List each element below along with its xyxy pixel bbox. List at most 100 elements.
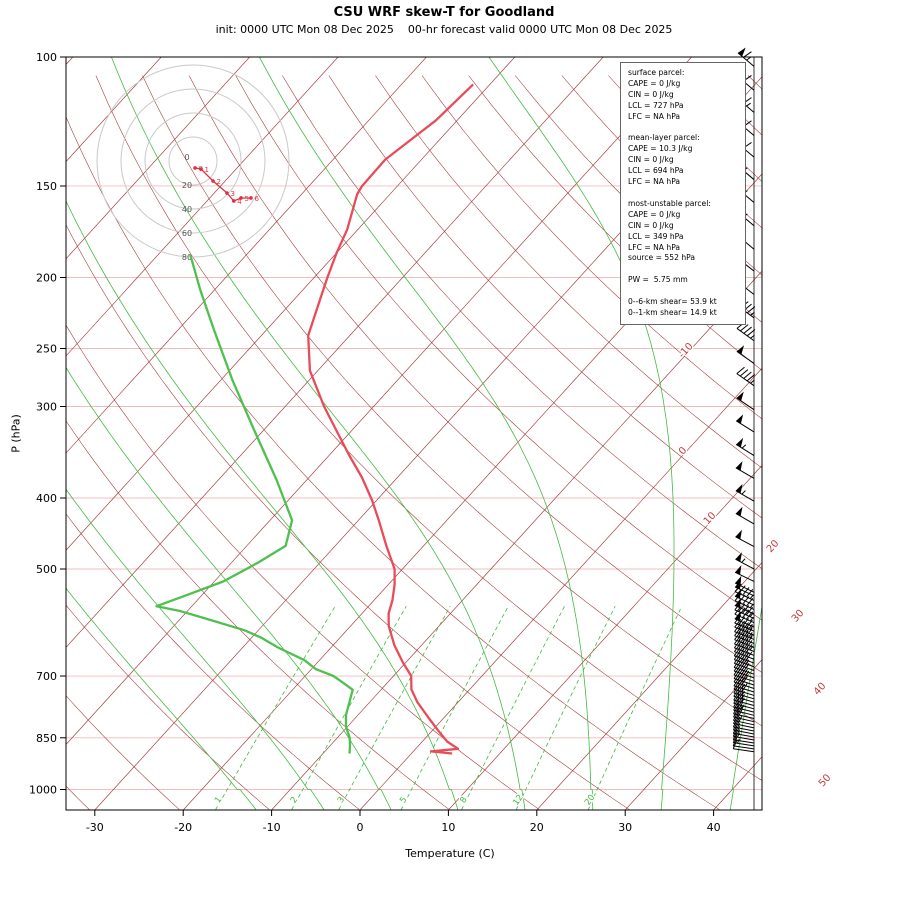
hodograph-trace	[194, 167, 251, 202]
parcel-info-box: surface parcel: CAPE = 0 J/kg CIN = 0 J/kg…	[620, 62, 746, 325]
hodograph-km-label: 6	[254, 195, 259, 203]
chart-title: CSU WRF skew-T for Goodland	[333, 5, 555, 20]
info-line: LFC = NA hPa	[628, 111, 681, 121]
temperature-curve	[307, 83, 474, 755]
pressure-tick-label: 250	[36, 342, 57, 355]
isotherm-label: 20	[765, 538, 782, 555]
wind-barb	[735, 513, 755, 525]
hodograph-ring-label: 60	[182, 229, 192, 238]
info-line	[628, 188, 738, 199]
info-line	[628, 123, 738, 134]
pressure-tick-label: 400	[36, 492, 57, 505]
hodograph-km-label: 2	[217, 178, 221, 186]
hodograph-km-label: 3	[230, 190, 234, 198]
temperature-tick-label: 10	[441, 821, 455, 834]
dewpoint-curve	[155, 254, 354, 754]
info-line	[628, 286, 738, 297]
info-line: surface parcel:	[628, 68, 685, 77]
mixing-ratio-labels: 1 2 3 5 8 12 20	[212, 792, 599, 809]
pressure-tick-label: 200	[36, 272, 57, 285]
temperature-tick-label: 40	[707, 821, 721, 834]
temperature-tick-label: 30	[618, 821, 632, 834]
info-line: CIN = 0 J/kg	[628, 155, 674, 165]
pressure-tick-label: 100	[36, 51, 57, 64]
moist-adiabats	[66, 57, 762, 810]
hodograph-origin-label: 0	[184, 153, 189, 162]
wind-barb	[734, 605, 755, 615]
profiles	[155, 83, 474, 755]
y-axis-title: P (hPa)	[9, 414, 23, 453]
plot-border	[65, 56, 763, 811]
info-line: CIN = 0 J/kg	[628, 89, 674, 99]
wind-barb	[735, 558, 755, 570]
wind-barb	[733, 719, 755, 726]
info-line: CIN = 0 J/kg	[628, 220, 674, 230]
wind-barb	[733, 745, 755, 750]
info-line: LCL = 694 hPa	[628, 166, 684, 176]
wind-barb	[736, 397, 755, 411]
x-axis-title: Temperature (C)	[405, 847, 495, 860]
wind-barb	[736, 328, 755, 342]
hodograph-km-label: 5	[245, 195, 249, 203]
temperature-tick-label: -10	[263, 821, 281, 834]
wind-barb	[735, 490, 755, 502]
wind-barb-column	[732, 47, 756, 810]
pressure-tick-label: 150	[36, 180, 57, 193]
info-line: LFC = NA hPa	[628, 177, 681, 187]
info-line: CAPE = 0 J/kg	[628, 78, 681, 88]
isotherm-label: 40	[812, 681, 829, 698]
isotherm-label: 30	[790, 608, 807, 625]
temperature-tick-label: 20	[530, 821, 544, 834]
wind-barb	[736, 350, 755, 364]
info-line: CAPE = 10.3 J/kg	[628, 144, 693, 154]
mixing-ratio-lines	[215, 605, 683, 810]
wind-barb	[733, 748, 755, 753]
info-line: LCL = 349 hPa	[628, 231, 684, 241]
pressure-tick-label: 500	[36, 563, 57, 576]
temperature-tick-label: -30	[86, 821, 104, 834]
wind-barb	[733, 723, 755, 729]
wind-barb	[735, 536, 755, 548]
isotherm-label: 0	[677, 445, 689, 457]
chart-subtitle: init: 0000 UTC Mon 08 Dec 2025 00-hr for…	[215, 23, 673, 36]
info-line: CAPE = 0 J/kg	[628, 209, 681, 219]
wind-barb	[733, 742, 755, 747]
info-line: PW = 5.75 mm	[628, 275, 688, 285]
mixing-ratio-label: 20	[583, 793, 597, 808]
isotherm-labels: -10 0 10 20 30 40 50	[675, 339, 835, 790]
wind-barb	[734, 609, 755, 619]
info-line: 0--6-km shear= 53.9 kt	[628, 297, 717, 307]
hodograph-ring-label: 80	[182, 253, 192, 262]
pressure-tick-label: 1000	[29, 784, 57, 797]
pressure-tick-label: 850	[36, 732, 57, 745]
wind-barb	[735, 467, 755, 479]
info-line: mean-layer parcel:	[628, 133, 700, 143]
wind-barb	[735, 420, 755, 433]
pressure-tick-label: 300	[36, 400, 57, 413]
temperature-tick-label: 0	[357, 821, 364, 834]
info-line: LCL = 727 hPa	[628, 100, 684, 110]
info-line: LFC = NA hPa	[628, 242, 681, 252]
info-line	[628, 264, 738, 275]
info-line: 0--1-km shear= 14.9 kt	[628, 307, 717, 317]
isotherm-label: 10	[702, 510, 719, 527]
isotherms	[66, 57, 762, 810]
info-line: source = 552 hPa	[628, 253, 696, 263]
isotherm-label: -10	[677, 341, 696, 360]
pressure-tick-label: 700	[36, 670, 57, 683]
hodograph-km-label: 1	[205, 166, 209, 174]
skewt-grid	[66, 57, 762, 810]
wind-barb	[735, 443, 755, 456]
wind-barb	[733, 726, 755, 732]
hodograph-km-label: 4	[237, 198, 242, 206]
isotherm-label: 50	[817, 772, 834, 789]
hodograph-ring-label: 20	[182, 181, 192, 190]
wind-barb	[736, 373, 755, 387]
info-line: most-unstable parcel:	[628, 198, 711, 208]
temperature-tick-label: -20	[174, 821, 192, 834]
dry-adiabats	[66, 75, 762, 810]
hodograph-ring-label: 40	[182, 205, 192, 214]
hodograph-inset: 2040608000123456	[96, 64, 290, 262]
